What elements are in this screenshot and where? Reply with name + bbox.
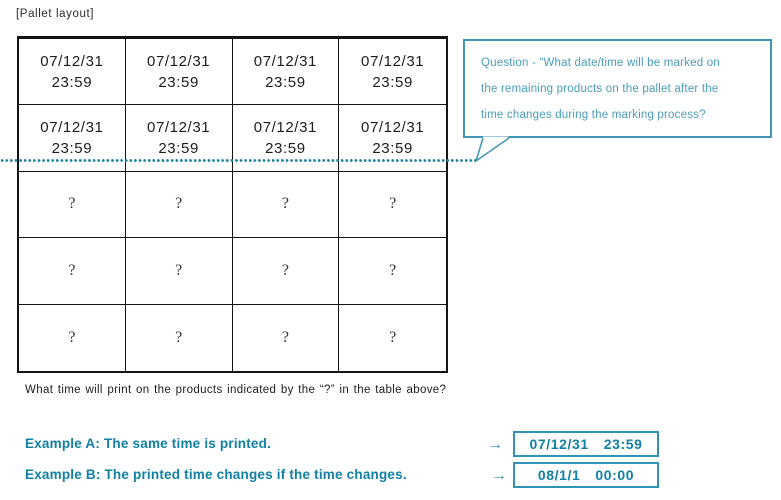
- pallet-cell: 07/12/31 23:59: [232, 39, 340, 106]
- bubble-line: Question - “What date/time will be marke…: [481, 57, 720, 69]
- arrow-right-icon: →: [487, 436, 503, 453]
- pallet-cell: 07/12/31 23:59: [339, 39, 446, 106]
- pallet-cell: 07/12/31 23:59: [19, 39, 126, 106]
- cell-date: 07/12/31: [361, 119, 425, 137]
- pallet-cell: ?: [339, 238, 446, 305]
- page-title: [Pallet layout]: [16, 8, 95, 20]
- pallet-cell: ?: [125, 171, 233, 239]
- cell-time: 23:59: [158, 73, 199, 91]
- cell-date: 07/12/31: [361, 52, 425, 70]
- pallet-cell: ?: [339, 305, 446, 371]
- unknown-mark: ?: [281, 195, 289, 213]
- pallet-cell: 07/12/31 23:59: [125, 105, 233, 172]
- arrow-right-icon: →: [491, 467, 507, 484]
- cell-date: 07/12/31: [253, 119, 317, 137]
- pallet-cell: ?: [19, 171, 126, 239]
- cell-time: 23:59: [158, 140, 199, 158]
- cell-date: 07/12/31: [40, 119, 104, 137]
- cell-time: 23:59: [372, 140, 413, 158]
- pallet-cell: ?: [125, 238, 233, 305]
- example-a-time: 23:59: [603, 436, 643, 452]
- pallet-cell: ?: [232, 238, 340, 305]
- example-b-date: 08/1/1: [537, 467, 581, 483]
- pallet-cell: 07/12/31 23:59: [232, 105, 340, 172]
- bubble-line: the remaining products on the pallet aft…: [481, 83, 719, 95]
- cutoff-dotted-line: [0, 158, 477, 163]
- speech-bubble-tail-icon: [475, 136, 510, 162]
- example-a-date: 07/12/31: [529, 436, 589, 452]
- cell-time: 23:59: [51, 140, 93, 158]
- pallet-table: 07/12/31 23:59 07/12/31 23:59 07/12/31 23:59 0…: [17, 36, 448, 373]
- pallet-cell: 07/12/31 23:59: [19, 105, 126, 172]
- pallet-cell: 07/12/31 23:59: [125, 39, 233, 106]
- unknown-mark: ?: [389, 261, 397, 279]
- unknown-mark: ?: [281, 328, 289, 346]
- pallet-cell: 07/12/31 23:59: [339, 105, 446, 172]
- unknown-mark: ?: [389, 195, 397, 213]
- example-b-time: 00:00: [595, 467, 635, 483]
- cell-time: 23:59: [372, 73, 413, 91]
- pallet-cell: ?: [19, 238, 126, 305]
- pallet-cell: ?: [339, 172, 446, 239]
- unknown-mark: ?: [68, 195, 76, 213]
- pallet-cell: ?: [233, 304, 340, 371]
- example-b-value-box: 08/1/1 00:00: [513, 462, 659, 488]
- cell-time: 23:59: [265, 73, 306, 91]
- question-bubble: Question - “What date/time will be marke…: [463, 39, 772, 138]
- cell-date: 07/12/31: [147, 119, 211, 137]
- cell-date: 07/12/31: [147, 52, 211, 70]
- example-a-label: Example A: The same time is printed.: [25, 436, 272, 451]
- pallet-cell: ?: [232, 171, 340, 239]
- bubble-text: Question - “What date/time will be marke…: [481, 50, 760, 128]
- unknown-mark: ?: [68, 261, 76, 279]
- unknown-mark: ?: [175, 328, 183, 346]
- example-a-value-box: 07/12/31 23:59: [513, 431, 659, 457]
- cell-time: 23:59: [265, 140, 306, 158]
- pallet-cell: ?: [126, 304, 233, 371]
- unknown-mark: ?: [175, 261, 183, 279]
- unknown-mark: ?: [68, 328, 76, 346]
- footer-question: What time will print on the products ind…: [25, 384, 447, 396]
- cell-time: 23:59: [51, 73, 93, 91]
- pallet-cell: ?: [19, 304, 126, 371]
- unknown-mark: ?: [281, 261, 289, 279]
- unknown-mark: ?: [389, 328, 397, 346]
- cell-date: 07/12/31: [253, 52, 317, 70]
- cell-date: 07/12/31: [40, 52, 104, 70]
- example-b-label: Example B: The printed time changes if t…: [25, 467, 407, 482]
- unknown-mark: ?: [175, 195, 183, 213]
- bubble-line: time changes during the marking process?: [481, 109, 706, 121]
